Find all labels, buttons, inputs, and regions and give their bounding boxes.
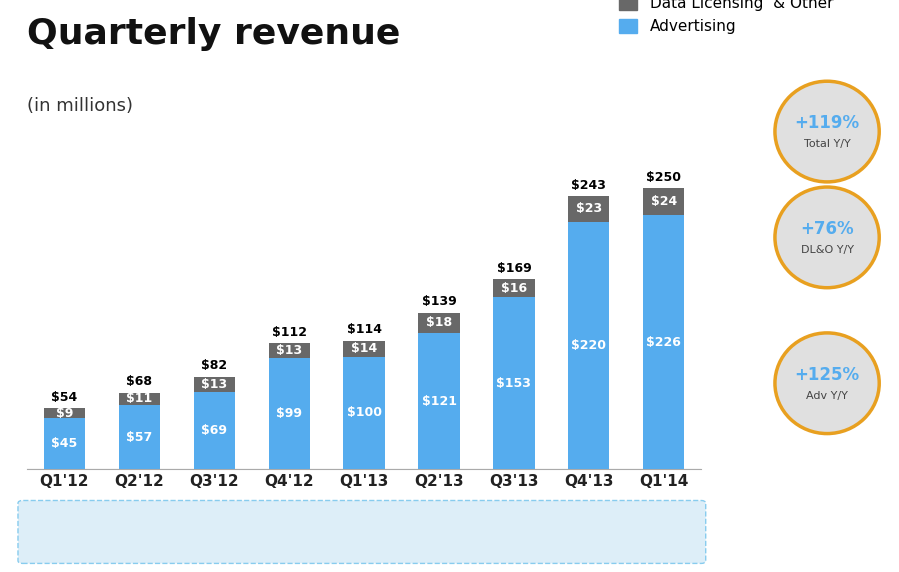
Text: $11: $11 <box>126 392 153 406</box>
Bar <box>343 357 385 469</box>
Text: $99: $99 <box>276 407 302 420</box>
Text: $153: $153 <box>496 376 531 390</box>
Text: $57: $57 <box>126 431 153 443</box>
Legend: Data Licensing  & Other, Advertising: Data Licensing & Other, Advertising <box>619 0 833 34</box>
Bar <box>269 343 310 358</box>
Text: 27%: 27% <box>574 525 603 537</box>
Text: +125%: +125% <box>795 366 859 384</box>
Text: $14: $14 <box>351 342 378 355</box>
Text: +119%: +119% <box>795 114 859 132</box>
Bar <box>119 392 160 405</box>
Text: 19%: 19% <box>200 525 228 537</box>
Bar <box>193 377 235 391</box>
Bar <box>643 188 684 215</box>
Text: (in millions): (in millions) <box>27 97 133 115</box>
Text: 11%: 11% <box>50 525 78 537</box>
Text: $18: $18 <box>426 316 452 329</box>
Text: $169: $169 <box>496 261 531 275</box>
Bar <box>44 419 85 469</box>
Bar <box>418 313 459 333</box>
Text: $23: $23 <box>575 202 602 216</box>
Text: 28%: 28% <box>650 525 678 537</box>
Text: Total Y/Y: Total Y/Y <box>804 139 850 149</box>
Text: 27%: 27% <box>425 525 453 537</box>
Text: $24: $24 <box>651 195 677 208</box>
Text: $114: $114 <box>347 323 381 336</box>
Text: Adv Y/Y: Adv Y/Y <box>806 391 848 401</box>
Text: $139: $139 <box>422 295 457 308</box>
Bar <box>119 405 160 469</box>
Text: $220: $220 <box>572 339 606 352</box>
Text: $69: $69 <box>201 424 227 437</box>
Bar <box>269 358 310 469</box>
Text: $45: $45 <box>51 437 77 450</box>
Text: $100: $100 <box>347 406 381 419</box>
Text: 14%: 14% <box>126 525 153 537</box>
Text: $226: $226 <box>646 336 681 348</box>
Bar <box>418 333 459 469</box>
Text: +76%: +76% <box>800 220 854 238</box>
Text: DL&O Y/Y: DL&O Y/Y <box>801 245 853 255</box>
Text: 22%: 22% <box>351 525 378 537</box>
Bar <box>494 297 535 469</box>
Bar <box>44 408 85 419</box>
Text: $16: $16 <box>501 281 527 295</box>
Text: $13: $13 <box>276 344 302 357</box>
Text: $82: $82 <box>201 359 227 372</box>
Text: $243: $243 <box>572 178 606 192</box>
Text: 20%: 20% <box>275 525 303 537</box>
Text: $121: $121 <box>422 395 457 408</box>
Text: $54: $54 <box>51 391 77 404</box>
Text: $112: $112 <box>271 325 307 339</box>
Text: $250: $250 <box>646 170 681 184</box>
Text: $13: $13 <box>201 378 227 391</box>
Text: 26%: 26% <box>500 525 528 537</box>
Text: Quarterly revenue: Quarterly revenue <box>27 17 400 51</box>
Bar <box>193 391 235 469</box>
Bar <box>643 215 684 469</box>
Bar <box>494 279 535 297</box>
Bar <box>568 222 610 469</box>
Bar <box>568 196 610 222</box>
Text: $9: $9 <box>56 407 73 420</box>
Text: % Int'l: % Int'l <box>31 526 67 536</box>
Text: $68: $68 <box>127 375 152 388</box>
Bar <box>343 341 385 357</box>
